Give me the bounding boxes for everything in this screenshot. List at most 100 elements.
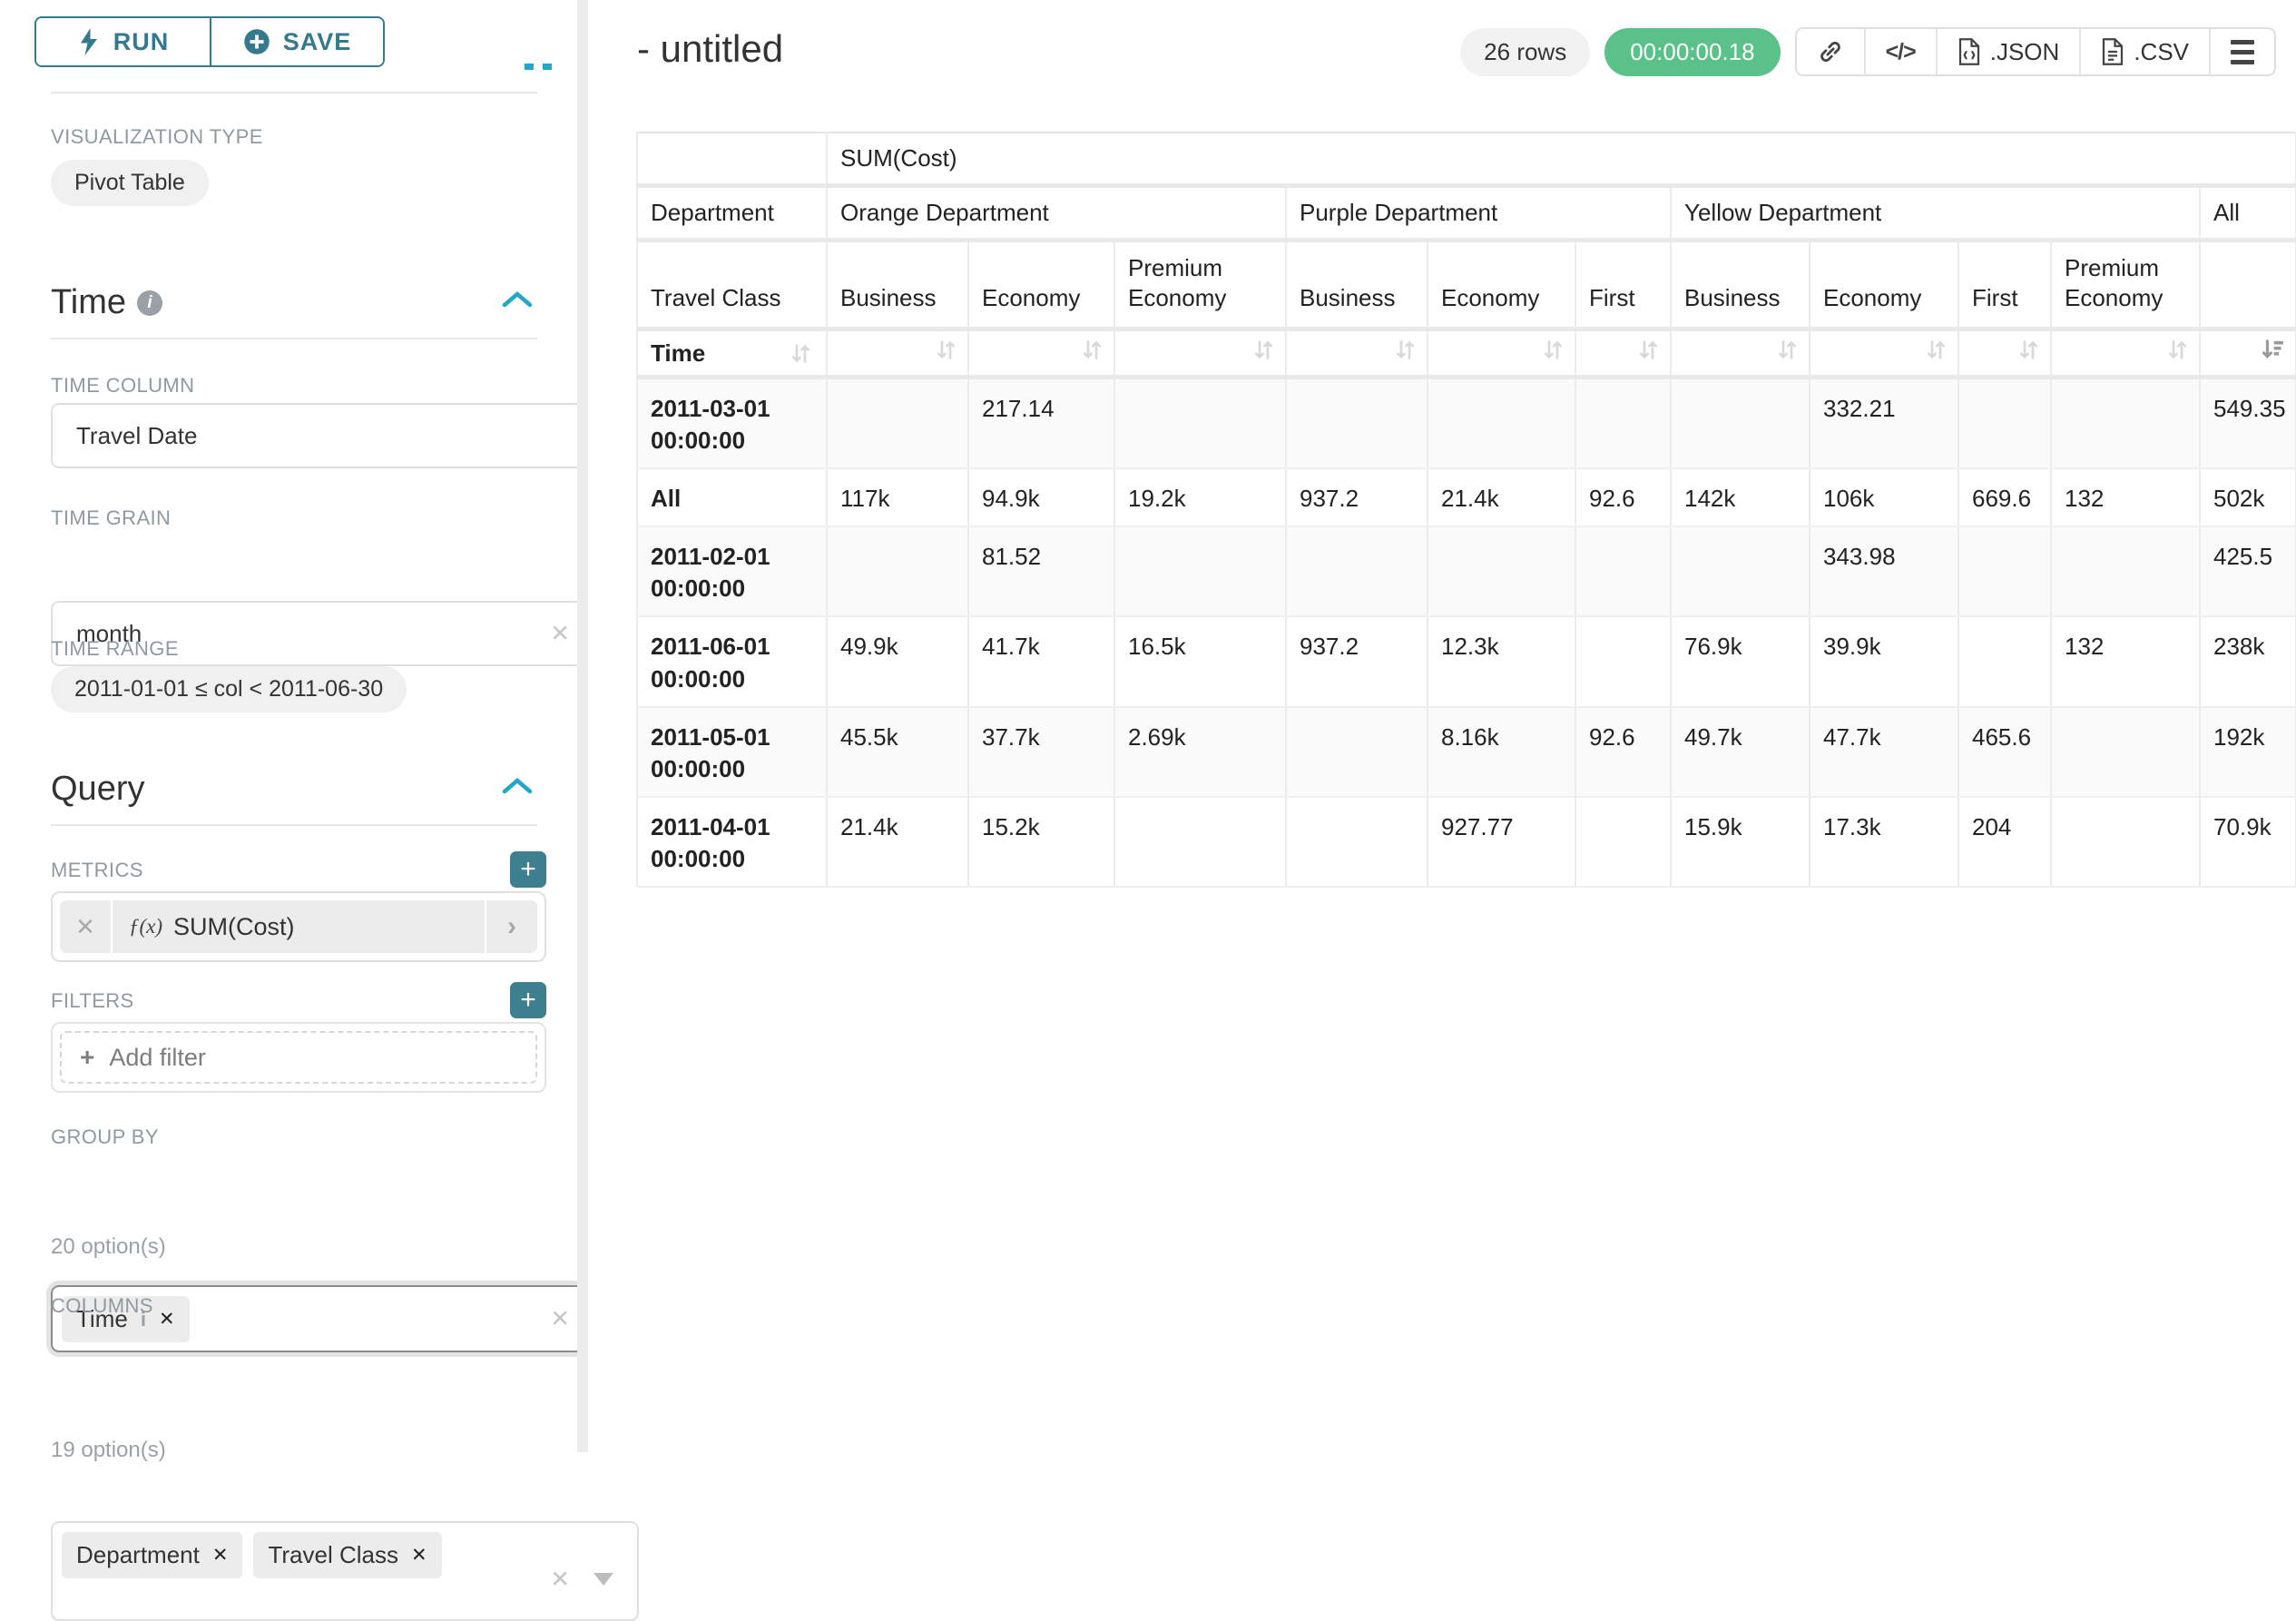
chevron-up-icon[interactable] [501, 289, 534, 310]
metric-pill[interactable]: ✕ ƒ(x) SUM(Cost) › [60, 900, 537, 953]
sort-column-header[interactable] [1575, 329, 1671, 378]
sort-column-header[interactable] [2200, 329, 2296, 378]
travel-class-header: Business [827, 241, 968, 329]
travel-class-header: Premium Economy [1114, 241, 1286, 329]
info-icon[interactable]: i [137, 290, 162, 316]
divider [51, 338, 537, 339]
save-button[interactable]: SAVE [210, 18, 383, 65]
export-json-button[interactable]: .JSON [1936, 29, 2080, 74]
sort-icon[interactable] [1541, 338, 1565, 362]
row-label: 2011-03-01 00:00:00 [637, 378, 827, 469]
query-timer-badge: 00:00:00.18 [1604, 28, 1780, 76]
sort-icon[interactable] [2016, 338, 2041, 362]
chip-remove-icon[interactable]: ✕ [212, 1544, 229, 1567]
pivot-value-cell: 19.2k [1114, 468, 1286, 526]
pivot-data-row: 2011-03-01 00:00:00217.14332.21549.35 [637, 378, 2296, 469]
sort-column-header[interactable] [968, 329, 1114, 378]
pivot-value-cell: 17.3k [1810, 797, 1958, 887]
pivot-value-cell: 465.6 [1958, 707, 2051, 797]
code-icon: </> [1886, 39, 1916, 65]
chart-title[interactable]: - untitled [637, 27, 783, 71]
sidebar-scrollbar[interactable] [577, 0, 588, 1452]
pivot-value-cell: 49.7k [1671, 707, 1810, 797]
sort-column-header[interactable] [1286, 329, 1428, 378]
pivot-value-cell: 41.7k [968, 616, 1114, 706]
columns-chip[interactable]: Department✕ [62, 1532, 242, 1578]
pivot-value-cell: 49.9k [827, 616, 968, 706]
pivot-value-cell: 106k [1810, 468, 1958, 526]
chip-remove-icon[interactable]: ✕ [411, 1544, 427, 1567]
pivot-value-cell: 12.3k [1428, 616, 1575, 706]
sort-column-header[interactable] [2051, 329, 2200, 378]
pivot-value-cell: 76.9k [1671, 616, 1810, 706]
save-button-label: SAVE [283, 28, 352, 56]
pivot-data-row: 2011-06-01 00:00:0049.9k41.7k16.5k937.21… [637, 616, 2296, 706]
group-by-options-note: 20 option(s) [51, 1234, 546, 1260]
pivot-data-row: 2011-04-01 00:00:0021.4k15.2k927.7715.9k… [637, 797, 2296, 887]
row-label: All [637, 468, 827, 526]
pivot-value-cell [827, 526, 968, 616]
sort-icon[interactable] [934, 338, 958, 362]
menu-button[interactable] [2209, 29, 2274, 74]
columns-options-note: 19 option(s) [51, 1438, 546, 1463]
pivot-data-row: 2011-05-01 00:00:0045.5k37.7k2.69k8.16k9… [637, 707, 2296, 797]
department-group-header: All [2200, 186, 2296, 241]
expand-metric-icon[interactable]: › [485, 900, 537, 953]
sort-desc-active-icon[interactable] [2260, 337, 2286, 363]
sort-icon[interactable] [789, 341, 813, 366]
sort-column-header[interactable] [1958, 329, 2051, 378]
sort-column-header[interactable] [1428, 329, 1575, 378]
add-filter-dropzone[interactable]: + Add filter [60, 1031, 537, 1084]
export-csv-button[interactable]: .CSV [2079, 29, 2209, 74]
sort-icon[interactable] [2165, 338, 2190, 362]
pivot-value-cell: 21.4k [1428, 468, 1575, 526]
divider [51, 824, 537, 826]
export-csv-label: .CSV [2134, 38, 2189, 66]
add-filter-plus-button[interactable]: + [510, 982, 546, 1018]
pivot-value-cell [1114, 797, 1286, 887]
department-group-header: Orange Department [827, 186, 1286, 241]
embed-code-button[interactable]: </> [1864, 29, 1936, 74]
columns-chip[interactable]: Travel Class✕ [253, 1532, 441, 1578]
time-column-select[interactable]: Travel Date [51, 403, 639, 468]
remove-metric-icon[interactable]: ✕ [60, 900, 113, 953]
pivot-value-cell: 343.98 [1810, 526, 1958, 616]
time-range-pill[interactable]: 2011-01-01 ≤ col < 2011-06-30 [51, 666, 407, 712]
sort-icon[interactable] [1080, 338, 1104, 362]
sort-icon[interactable] [1393, 338, 1418, 362]
export-button-group: </> .JSON .CSV [1795, 27, 2276, 76]
metrics-label: METRICS [51, 859, 546, 882]
lightning-icon [77, 28, 101, 55]
department-group-header: Purple Department [1286, 186, 1671, 241]
copy-link-button[interactable] [1797, 29, 1864, 74]
chart-area: - untitled 26 rows 00:00:00.18 </> .JSON [588, 0, 2296, 1452]
clipped-icon-fragment [543, 64, 552, 70]
travel-class-header: Economy [1810, 241, 1958, 329]
pivot-value-cell [1575, 526, 1671, 616]
pivot-data-row: 2011-02-01 00:00:0081.52343.98425.5 [637, 526, 2296, 616]
sort-column-header[interactable] [1810, 329, 1958, 378]
row-dimension-label: Time [651, 339, 705, 368]
clear-icon[interactable]: ✕ [550, 1566, 570, 1594]
sort-icon[interactable] [1775, 338, 1800, 362]
sort-column-header[interactable] [827, 329, 968, 378]
viz-type-pill[interactable]: Pivot Table [51, 160, 209, 206]
row-dimension-header[interactable]: Time [637, 329, 827, 378]
query-section-header[interactable]: Query [51, 770, 546, 809]
columns-select[interactable]: Department✕Travel Class✕ ✕ [51, 1521, 639, 1621]
sort-icon[interactable] [1251, 338, 1276, 362]
col-dimension-1-header: Department [637, 186, 827, 241]
chevron-up-icon[interactable] [501, 775, 534, 797]
sort-column-header[interactable] [1114, 329, 1286, 378]
pivot-value-cell: 937.2 [1286, 616, 1428, 706]
run-button[interactable]: RUN [36, 18, 210, 65]
clear-icon[interactable]: ✕ [550, 1305, 570, 1333]
sort-icon[interactable] [1636, 338, 1661, 362]
clear-icon[interactable]: ✕ [550, 620, 570, 648]
sort-column-header[interactable] [1671, 329, 1810, 378]
sort-icon[interactable] [1924, 338, 1948, 362]
columns-label: COLUMNS [51, 1294, 546, 1318]
time-section-header[interactable]: Time i [51, 283, 546, 322]
add-metric-button[interactable]: + [510, 851, 546, 888]
result-controls: 26 rows 00:00:00.18 </> .JSON [1460, 27, 2276, 76]
